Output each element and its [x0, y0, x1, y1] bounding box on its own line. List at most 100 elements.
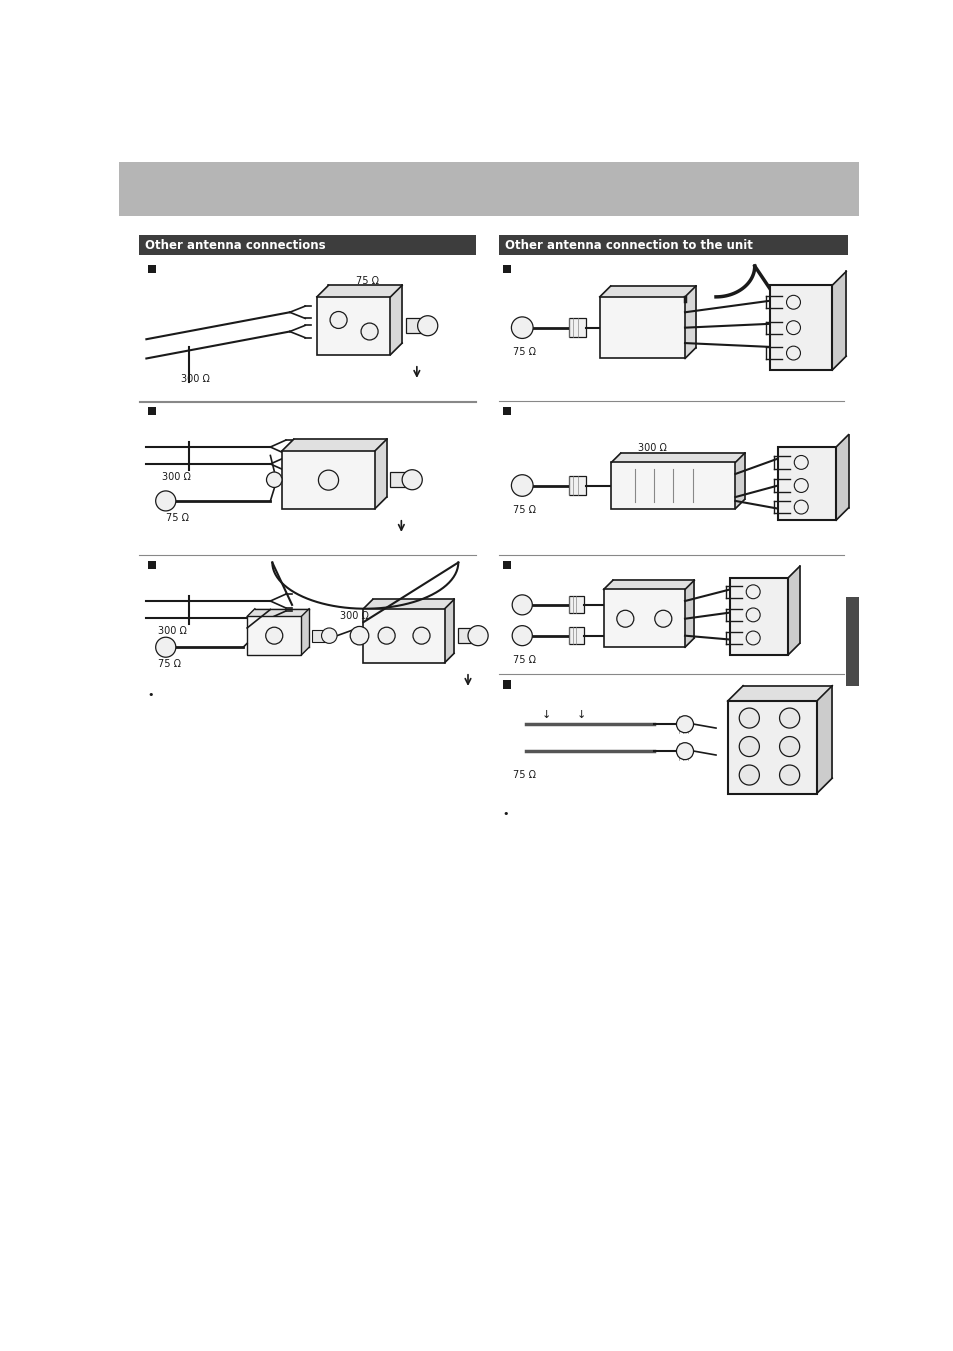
Text: 75 Ω: 75 Ω: [166, 513, 189, 523]
Bar: [312, 630, 329, 642]
Circle shape: [512, 594, 532, 615]
Bar: [845, 597, 858, 686]
Text: •: •: [148, 689, 158, 700]
Circle shape: [360, 323, 377, 340]
Circle shape: [779, 765, 799, 785]
Circle shape: [794, 500, 807, 513]
Circle shape: [745, 631, 760, 644]
Polygon shape: [787, 566, 799, 655]
Circle shape: [617, 611, 633, 627]
Text: 300 Ω: 300 Ω: [340, 611, 369, 621]
Circle shape: [676, 743, 693, 759]
Polygon shape: [282, 439, 386, 451]
Circle shape: [739, 708, 759, 728]
Polygon shape: [684, 286, 695, 358]
Bar: [138, 235, 476, 255]
Bar: [119, 162, 858, 216]
Circle shape: [330, 312, 347, 328]
Bar: [363, 609, 444, 662]
Text: 300 Ω: 300 Ω: [181, 374, 210, 384]
Circle shape: [417, 316, 437, 336]
Bar: [611, 462, 735, 508]
Bar: [282, 451, 375, 508]
Bar: [247, 616, 301, 655]
Circle shape: [676, 716, 693, 732]
Circle shape: [739, 736, 759, 757]
Circle shape: [155, 490, 175, 511]
Bar: [390, 471, 412, 488]
Text: 75 Ω: 75 Ω: [513, 770, 536, 781]
Circle shape: [785, 346, 800, 359]
Polygon shape: [444, 600, 454, 662]
Text: 75 Ω: 75 Ω: [513, 505, 536, 515]
Bar: [568, 319, 585, 336]
Circle shape: [321, 628, 336, 643]
Circle shape: [779, 708, 799, 728]
Bar: [568, 477, 585, 494]
Bar: [568, 596, 583, 613]
Bar: [457, 628, 477, 643]
Circle shape: [350, 627, 369, 644]
Circle shape: [377, 627, 395, 644]
Bar: [148, 561, 156, 570]
Circle shape: [794, 455, 807, 469]
Circle shape: [739, 765, 759, 785]
Circle shape: [794, 478, 807, 493]
Bar: [502, 681, 511, 689]
Polygon shape: [611, 453, 744, 462]
Polygon shape: [816, 686, 831, 793]
Circle shape: [511, 474, 533, 496]
Text: ↓: ↓: [541, 711, 551, 720]
Text: 75 Ω: 75 Ω: [513, 347, 536, 357]
Bar: [502, 561, 511, 570]
Bar: [729, 578, 787, 655]
Bar: [148, 407, 156, 416]
Bar: [502, 265, 511, 273]
Polygon shape: [375, 439, 386, 508]
Polygon shape: [603, 580, 694, 589]
Text: 300 Ω: 300 Ω: [158, 627, 187, 636]
Bar: [502, 407, 511, 416]
Polygon shape: [247, 609, 309, 616]
Circle shape: [413, 627, 430, 644]
Circle shape: [511, 317, 533, 339]
Polygon shape: [727, 686, 831, 701]
Polygon shape: [390, 285, 402, 354]
Text: •: •: [502, 809, 513, 819]
Text: 75 Ω: 75 Ω: [158, 659, 181, 669]
Circle shape: [318, 470, 338, 490]
Text: ↓: ↓: [576, 711, 585, 720]
Text: 75 Ω: 75 Ω: [513, 655, 536, 665]
Circle shape: [745, 585, 760, 598]
Polygon shape: [599, 286, 695, 297]
Circle shape: [779, 736, 799, 757]
Polygon shape: [735, 453, 744, 508]
Bar: [406, 317, 427, 334]
Polygon shape: [301, 609, 309, 655]
Bar: [599, 297, 684, 358]
Circle shape: [512, 626, 532, 646]
Bar: [568, 627, 583, 644]
Bar: [769, 285, 831, 370]
Circle shape: [785, 296, 800, 309]
Bar: [498, 235, 847, 255]
Polygon shape: [684, 580, 694, 647]
Bar: [148, 265, 156, 273]
Circle shape: [785, 320, 800, 335]
Text: 300 Ω: 300 Ω: [638, 443, 667, 453]
Bar: [778, 447, 835, 520]
Circle shape: [266, 627, 282, 644]
Text: Other antenna connections: Other antenna connections: [145, 239, 325, 253]
Bar: [727, 701, 816, 793]
Polygon shape: [831, 272, 845, 370]
Text: 300 Ω: 300 Ω: [162, 473, 191, 482]
Polygon shape: [363, 600, 454, 609]
Circle shape: [654, 611, 671, 627]
Text: 75 Ω: 75 Ω: [355, 276, 378, 286]
Polygon shape: [316, 285, 402, 297]
Circle shape: [468, 626, 488, 646]
Circle shape: [155, 638, 175, 657]
Text: Other antenna connection to the unit: Other antenna connection to the unit: [505, 239, 752, 253]
Circle shape: [266, 471, 282, 488]
Circle shape: [745, 608, 760, 621]
